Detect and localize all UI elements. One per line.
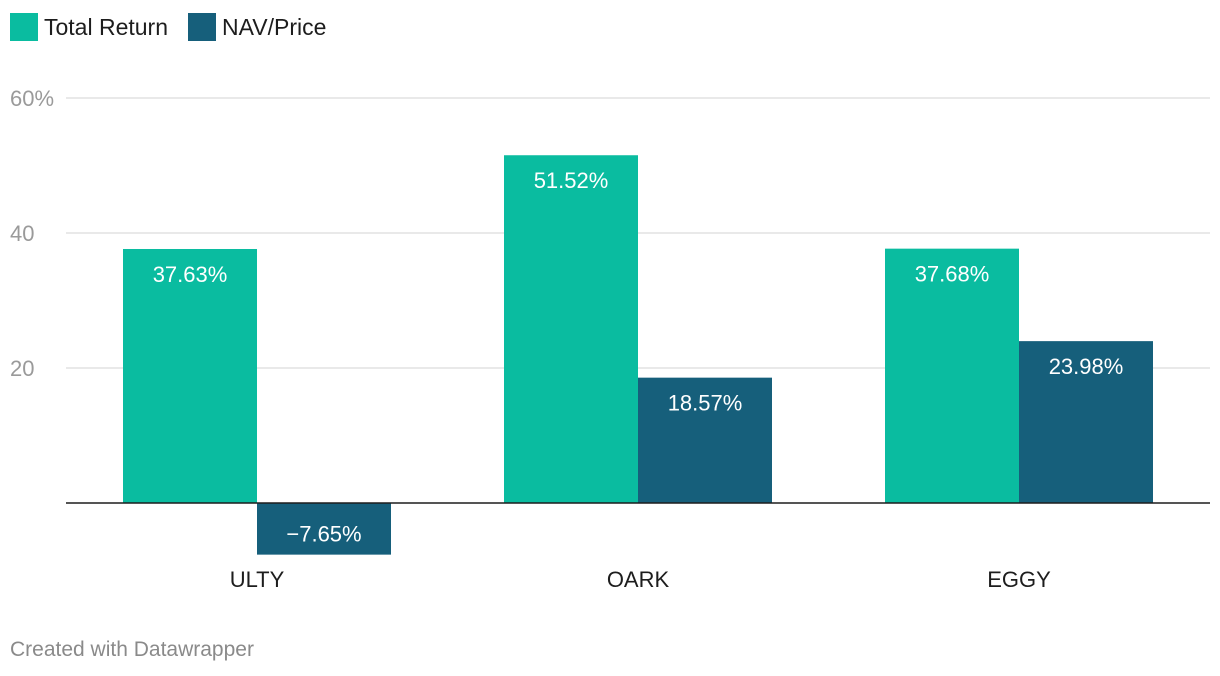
data-label-total-return-ulty: 37.63% — [153, 262, 228, 287]
bar-nav-price-eggy — [1019, 341, 1153, 503]
data-label-total-return-oark: 51.52% — [534, 168, 609, 193]
bar-nav-price-ulty — [257, 503, 391, 555]
data-label-total-return-eggy: 37.68% — [915, 262, 990, 287]
y-tick-label-20: 20 — [10, 356, 34, 381]
data-label-nav-price-oark: 18.57% — [668, 391, 743, 416]
y-tick-label-40: 40 — [10, 221, 34, 246]
x-tick-label-oark: OARK — [607, 567, 670, 592]
y-tick-label-60: 60% — [10, 86, 54, 111]
x-tick-label-ulty: ULTY — [230, 567, 285, 592]
legend-item-total-return: Total Return — [10, 13, 168, 41]
footer-credit: Created with Datawrapper — [10, 638, 254, 661]
bar-total-return-eggy — [885, 248, 1019, 503]
chart-legend: Total Return NAV/Price — [10, 13, 346, 41]
bar-total-return-ulty — [123, 248, 257, 503]
legend-item-nav-price: NAV/Price — [188, 13, 326, 41]
data-label-nav-price-ulty: −7.65% — [286, 522, 361, 547]
legend-swatch-nav-price — [188, 13, 217, 41]
x-tick-label-eggy: EGGY — [987, 567, 1051, 592]
bar-nav-price-oark — [638, 377, 772, 503]
legend-swatch-total-return — [10, 13, 38, 41]
bar-total-return-oark — [504, 155, 638, 504]
data-label-nav-price-eggy: 23.98% — [1049, 354, 1124, 379]
legend-label-total-return: Total Return — [44, 13, 169, 40]
legend-label-nav-price: NAV/Price — [222, 13, 327, 40]
